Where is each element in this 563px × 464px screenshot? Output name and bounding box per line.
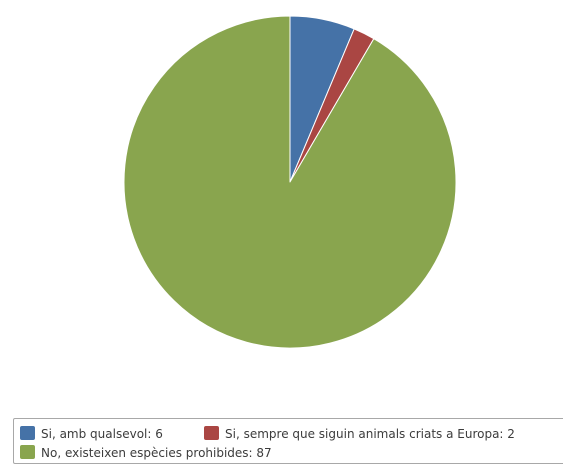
legend-item-si-criats-europa[interactable]: Si, sempre que siguin animals criats a E… (204, 426, 515, 442)
legend-swatch-green (20, 445, 35, 459)
legend: Si, amb qualsevol: 6 Si, sempre que sigu… (13, 418, 563, 464)
legend-swatch-red (204, 426, 219, 440)
legend-label: Si, sempre que siguin animals criats a E… (225, 427, 515, 441)
legend-item-si-amb-qualsevol[interactable]: Si, amb qualsevol: 6 (20, 426, 163, 442)
legend-label: No, existeixen espècies prohibides: 87 (41, 446, 272, 460)
pie-slice-2[interactable] (123, 15, 457, 349)
legend-item-no-especies-prohibides[interactable]: No, existeixen espècies prohibides: 87 (20, 445, 272, 461)
legend-label: Si, amb qualsevol: 6 (41, 427, 163, 441)
pie-slices (123, 15, 457, 349)
legend-swatch-blue (20, 426, 35, 440)
